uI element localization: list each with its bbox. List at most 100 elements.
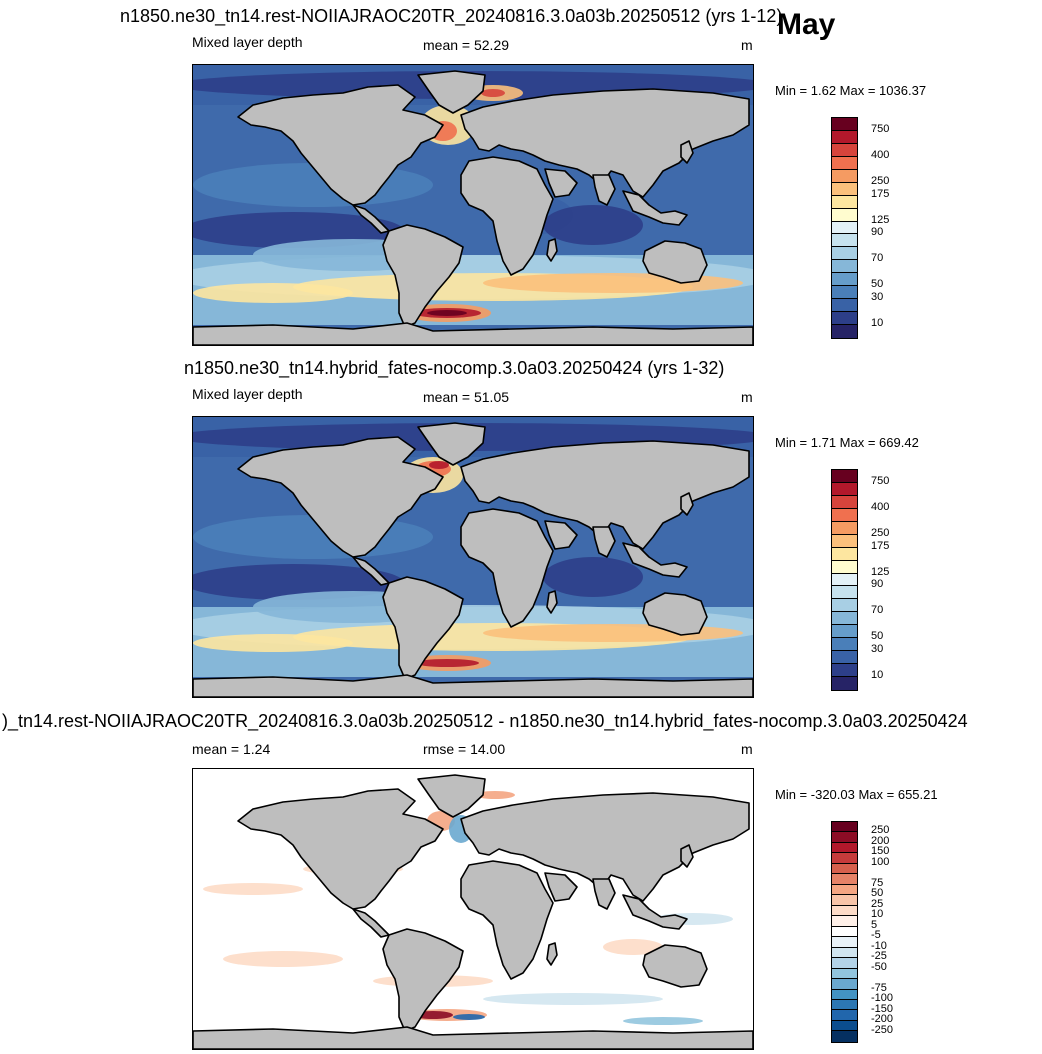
- colorbar-swatch: [832, 234, 857, 248]
- colorbar-swatch: [832, 1031, 857, 1042]
- colorbar-tick-label: -10: [871, 939, 887, 952]
- contour-so-band4: [193, 634, 353, 652]
- colorbar-swatch: [832, 874, 857, 885]
- contour-d-8: [603, 939, 663, 955]
- colorbar-swatch: [832, 651, 857, 665]
- contour-d-14: [623, 1017, 703, 1025]
- colorbar-tick-label: -5: [871, 929, 881, 942]
- colorbar-swatch: [832, 999, 857, 1011]
- land-greenland: [417, 70, 486, 114]
- colorbar-swatch: [832, 905, 857, 917]
- colorbar-swatch: [832, 1020, 857, 1032]
- colorbar-tick-label: 250: [871, 824, 890, 837]
- colorbar-tick-label: 125: [871, 565, 890, 578]
- land-australia: [642, 944, 708, 988]
- panel-1-minmax: Min = 1.62 Max = 1036.37: [775, 83, 927, 98]
- colorbar-swatch: [832, 325, 857, 338]
- contour-trop-pac: [193, 564, 403, 600]
- panel-2-minmax: Min = 1.71 Max = 669.42: [775, 435, 919, 450]
- colorbar-swatch: [832, 470, 857, 483]
- colorbar-box: [831, 821, 858, 1043]
- land-japan: [680, 492, 694, 516]
- colorbar-swatch: [832, 247, 857, 261]
- land-australia: [642, 240, 708, 284]
- land-south-america: [382, 928, 464, 1032]
- colorbar-swatch: [832, 130, 857, 144]
- colorbar-swatch: [832, 586, 857, 600]
- panel-2-unit-label: m: [741, 389, 753, 405]
- colorbar-tick-label: 25: [871, 897, 884, 910]
- contour-band-nh2: [193, 163, 433, 207]
- colorbar-tick-label: 70: [871, 252, 884, 265]
- contour-d-6: [223, 951, 343, 967]
- panel-2-mean-label: mean = 51.05: [423, 389, 510, 405]
- land-arabia: [544, 520, 578, 550]
- contour-d-3: [475, 791, 515, 799]
- panel-3-map: [192, 768, 754, 1050]
- contour-trop-ind: [543, 205, 643, 245]
- colorbar-tick-label: 70: [871, 604, 884, 617]
- land-africa: [460, 508, 554, 628]
- colorbar-tick-label: -200: [871, 1013, 894, 1026]
- colorbar-swatch: [832, 937, 857, 948]
- colorbar-swatch: [832, 926, 857, 938]
- colorbar-tick-label: -100: [871, 992, 894, 1005]
- colorbar-tick-label: 400: [871, 500, 890, 513]
- contour-so-band3: [483, 624, 743, 642]
- month-label: May: [777, 8, 836, 41]
- contour-weddell2: [415, 659, 479, 667]
- colorbar-tick-label: 150: [871, 845, 890, 858]
- colorbar-swatch: [832, 968, 857, 980]
- land-madagascar: [546, 590, 558, 614]
- contour-d-4: [203, 883, 303, 895]
- land-north-america: [237, 788, 444, 910]
- land-africa: [460, 156, 554, 276]
- land-arabia: [544, 168, 578, 198]
- colorbar-swatch: [832, 599, 857, 613]
- colorbar-tick-label: 50: [871, 278, 884, 291]
- panel-1-unit-label: m: [741, 37, 753, 53]
- colorbar-tick-label: 175: [871, 539, 890, 552]
- land-arabia: [544, 872, 578, 902]
- colorbar-swatch: [832, 842, 857, 854]
- colorbar-tick-label: 100: [871, 855, 890, 868]
- colorbar-swatch: [832, 118, 857, 131]
- land-madagascar: [546, 942, 558, 966]
- colorbar-tick-label: 750: [871, 122, 890, 135]
- colorbar-tick-label: 5: [871, 918, 878, 931]
- contour-labsea2: [481, 89, 505, 97]
- colorbar-swatch: [832, 495, 857, 509]
- land-madagascar: [546, 238, 558, 262]
- colorbar-swatch: [832, 677, 857, 690]
- colorbar-box: [831, 469, 858, 691]
- panel-2-variable-label: Mixed layer depth: [192, 386, 303, 402]
- land-europe-asia: [460, 792, 750, 902]
- colorbar-swatch: [832, 664, 857, 677]
- land-europe-asia: [460, 440, 750, 550]
- colorbar-swatch: [832, 832, 857, 843]
- colorbar-swatch: [832, 822, 857, 833]
- colorbar-swatch: [832, 947, 857, 959]
- land-japan: [680, 844, 694, 868]
- colorbar-swatch: [832, 312, 857, 325]
- colorbar-swatch: [832, 534, 857, 548]
- colorbar-swatch: [832, 884, 857, 896]
- colorbar-swatch: [832, 299, 857, 313]
- land-greenland: [417, 422, 486, 466]
- colorbar-swatch: [832, 182, 857, 196]
- colorbar-tick-label: 50: [871, 630, 884, 643]
- land-antarctica: [193, 322, 753, 345]
- colorbar-swatch: [832, 143, 857, 157]
- land-japan: [680, 140, 694, 164]
- land-south-america: [382, 224, 464, 328]
- colorbar-swatch: [832, 156, 857, 170]
- panel-3-rmse-label: rmse = 14.00: [423, 741, 506, 757]
- colorbar-tick-label: 50: [871, 887, 884, 900]
- land-europe-asia: [460, 88, 750, 198]
- colorbar-swatch: [832, 169, 857, 183]
- colorbar-tick-label: 10: [871, 908, 884, 921]
- land-se-asia: [622, 190, 688, 226]
- colorbar-swatch: [832, 508, 857, 522]
- contour-trop-pac: [193, 212, 403, 248]
- colorbar-swatch: [832, 482, 857, 496]
